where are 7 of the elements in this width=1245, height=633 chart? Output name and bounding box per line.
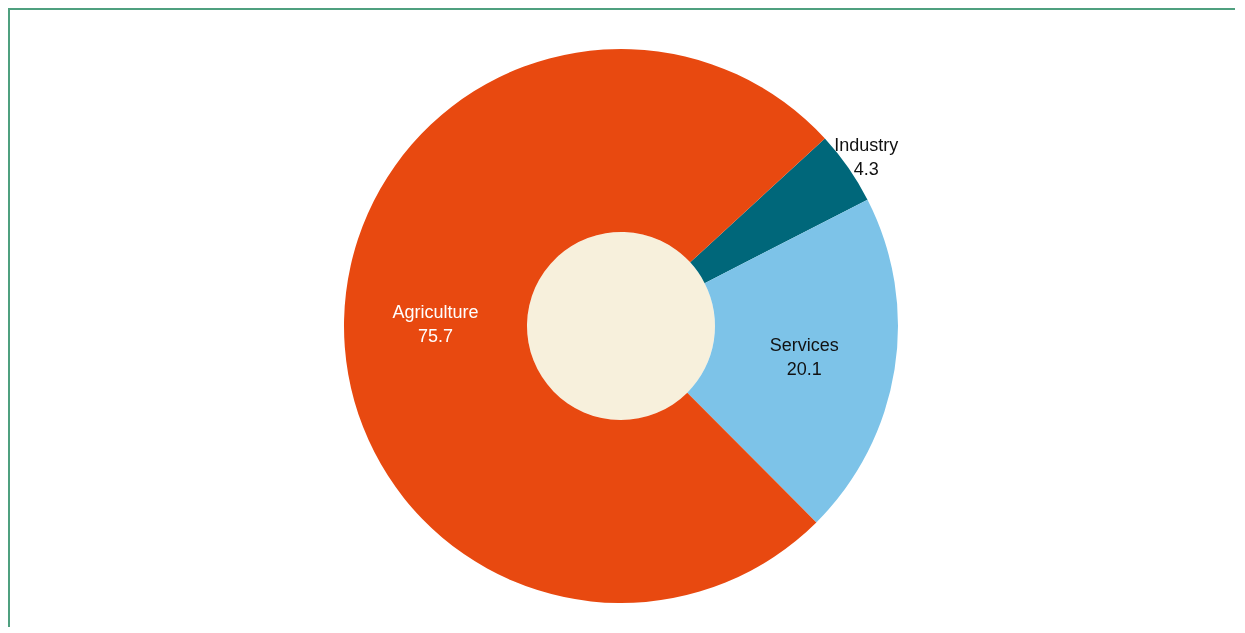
slice-label: Agriculture (392, 301, 479, 322)
donut-slice (687, 199, 898, 523)
slice-label: Industry (834, 135, 899, 156)
data-label: 75.7 (418, 325, 454, 346)
data-label: 4.3 (853, 159, 879, 180)
data-label: 20.1 (786, 359, 822, 380)
slice-label: Services (769, 335, 839, 356)
